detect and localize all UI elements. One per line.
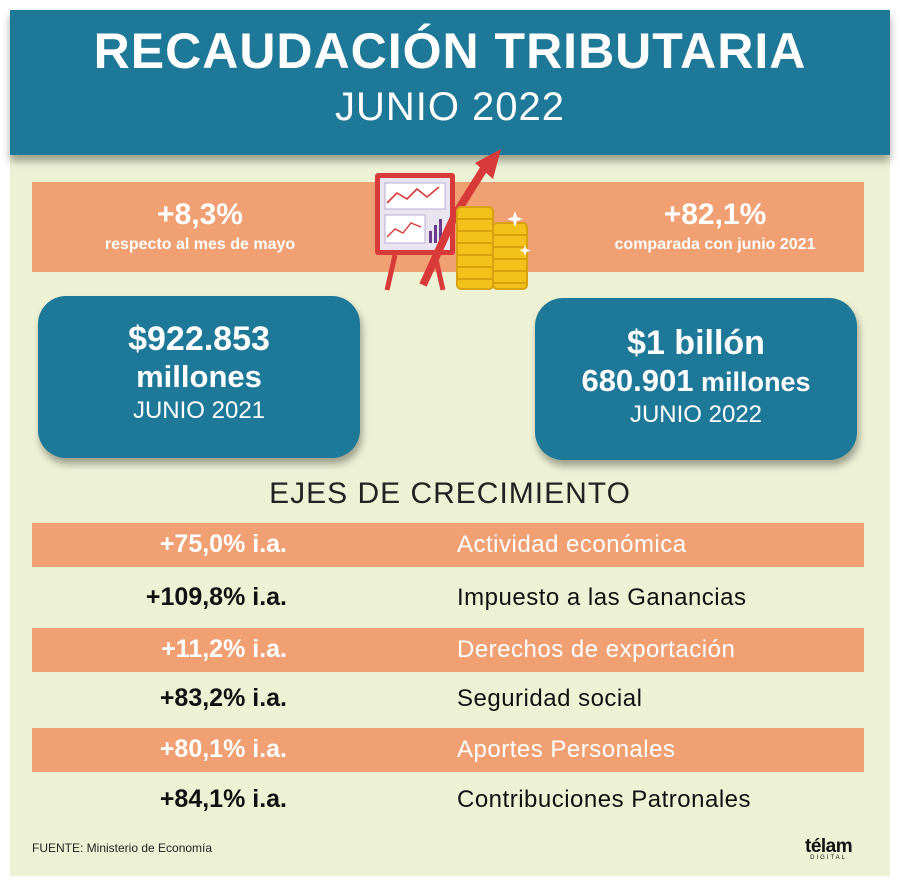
total-2021-amount: $922.853 <box>128 320 270 358</box>
growth-row-pct: +80,1% i.a. <box>159 735 287 763</box>
growth-row-label: Seguridad social <box>457 685 643 712</box>
page-subtitle: JUNIO 2022 <box>334 85 566 129</box>
logo-subtitle: DIGITAL <box>810 855 848 861</box>
total-2022-detail: 680.901 millones <box>535 363 857 399</box>
arrow-up-icon <box>419 149 501 287</box>
total-2021-unit: millones <box>136 359 262 394</box>
growth-row: +83,2% i.a. Seguridad social <box>32 677 864 721</box>
total-2022-unit: millones <box>693 367 811 397</box>
telam-logo: télam DIGITAL <box>805 836 853 861</box>
growth-row-label: Impuesto a las Ganancias <box>457 584 747 611</box>
total-2022-amount: $1 billón <box>627 324 765 362</box>
stat-monthly: +8,3% respecto al mes de mayo <box>50 198 350 254</box>
growth-row-label: Actividad económica <box>457 531 687 558</box>
growth-row: +109,8% i.a. Impuesto a las Ganancias <box>32 576 864 620</box>
total-2022-card: $1 billón 680.901 millones JUNIO 2022 <box>535 298 857 460</box>
coin-stack-icon <box>456 206 531 290</box>
growth-illustration <box>375 149 531 291</box>
growth-row-label: Contribuciones Patronales <box>457 786 751 813</box>
stat-monthly-value: +8,3% <box>157 198 243 231</box>
growth-row: +75,0% i.a. Actividad económica <box>32 523 864 567</box>
growth-row-pct: +11,2% i.a. <box>161 635 287 663</box>
stat-yearly-caption: comparada con junio 2021 <box>614 236 816 253</box>
chart-board-icon <box>375 173 455 291</box>
growth-row: +11,2% i.a. Derechos de exportación <box>32 628 864 672</box>
growth-row: +84,1% i.a. Contribuciones Patronales <box>32 778 864 822</box>
header-banner: RECAUDACIÓN TRIBUTARIA JUNIO 2022 <box>10 10 890 155</box>
total-2022-number: 680.901 <box>581 363 694 398</box>
stat-yearly: +82,1% comparada con junio 2021 <box>560 198 870 254</box>
stat-yearly-value: +82,1% <box>663 198 767 231</box>
page-title: RECAUDACIÓN TRIBUTARIA <box>93 23 807 79</box>
growth-row-pct: +83,2% i.a. <box>159 684 287 712</box>
growth-row-pct: +75,0% i.a. <box>159 530 287 558</box>
stat-monthly-caption: respecto al mes de mayo <box>104 236 296 253</box>
total-2022-period: JUNIO 2022 <box>629 401 763 428</box>
growth-row-label: Derechos de exportación <box>457 636 736 663</box>
total-2021-card: $922.853 millones JUNIO 2021 <box>38 296 360 458</box>
source-note: FUENTE: Ministerio de Economía <box>32 841 213 855</box>
growth-row-label: Aportes Personales <box>457 736 676 763</box>
growth-row-pct: +109,8% i.a. <box>145 583 287 611</box>
section-title: EJES DE CRECIMIENTO <box>269 477 631 510</box>
growth-row-pct: +84,1% i.a. <box>159 785 287 813</box>
infographic: RECAUDACIÓN TRIBUTARIA JUNIO 2022 +8,3% … <box>10 10 890 876</box>
growth-row: +80,1% i.a. Aportes Personales <box>32 728 864 772</box>
total-2021-period: JUNIO 2021 <box>132 397 266 424</box>
logo-wordmark: télam <box>805 836 853 857</box>
